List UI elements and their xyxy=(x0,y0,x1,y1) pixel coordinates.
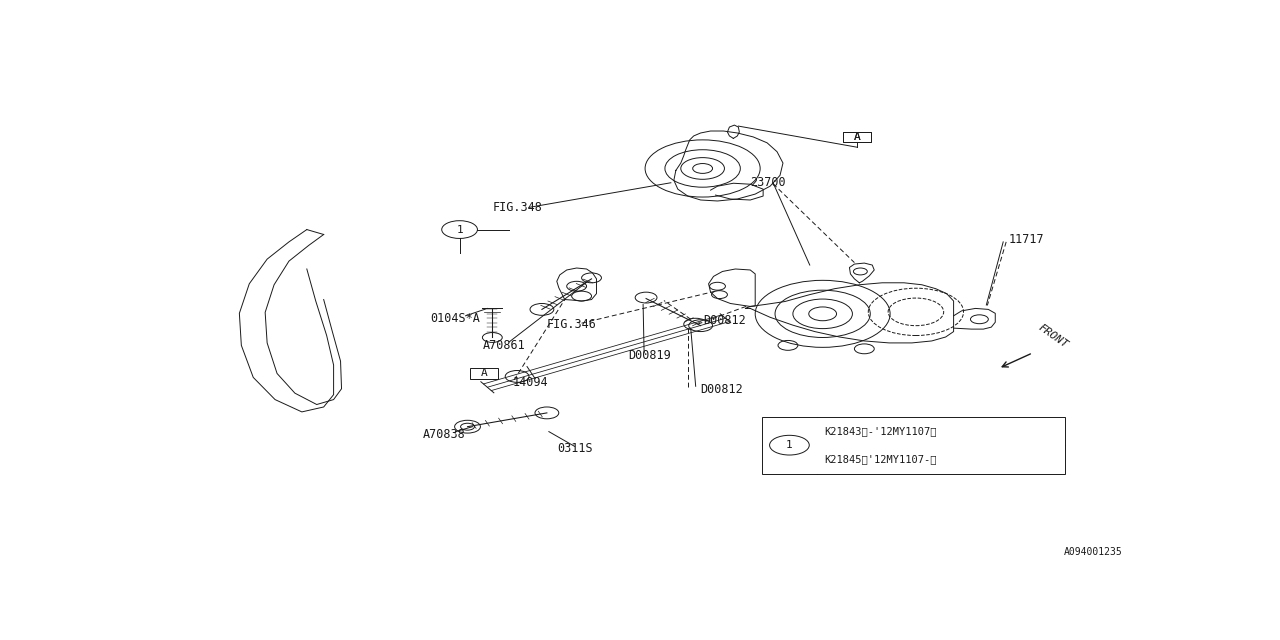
Text: FIG.348: FIG.348 xyxy=(493,201,543,214)
Text: A70838: A70838 xyxy=(422,428,466,440)
Circle shape xyxy=(535,407,559,419)
Text: D00819: D00819 xyxy=(628,349,671,362)
Text: 1: 1 xyxy=(786,440,792,450)
Text: 1: 1 xyxy=(456,225,463,235)
Bar xyxy=(471,368,498,379)
Text: A: A xyxy=(481,369,488,378)
Text: A094001235: A094001235 xyxy=(1064,547,1123,557)
Text: 14094: 14094 xyxy=(512,376,548,389)
Text: FRONT: FRONT xyxy=(1036,323,1069,350)
Text: A70861: A70861 xyxy=(483,339,525,352)
Circle shape xyxy=(769,435,809,455)
Text: 0104S*A: 0104S*A xyxy=(430,312,480,324)
Text: K21845〈'12MY1107-〉: K21845〈'12MY1107-〉 xyxy=(824,454,937,465)
Text: 23700: 23700 xyxy=(750,176,786,189)
Text: K21843〈-'12MY1107〉: K21843〈-'12MY1107〉 xyxy=(824,426,937,436)
Text: 11717: 11717 xyxy=(1009,233,1043,246)
Text: D00812: D00812 xyxy=(704,314,746,327)
Text: 0311S: 0311S xyxy=(557,442,593,456)
Text: D00812: D00812 xyxy=(700,383,744,396)
Text: A: A xyxy=(854,132,860,142)
Circle shape xyxy=(689,320,713,332)
Bar xyxy=(762,417,1065,474)
Circle shape xyxy=(530,303,554,316)
Bar xyxy=(844,131,872,142)
Bar xyxy=(844,131,872,142)
Text: A: A xyxy=(854,132,860,142)
Text: FIG.346: FIG.346 xyxy=(547,317,596,331)
